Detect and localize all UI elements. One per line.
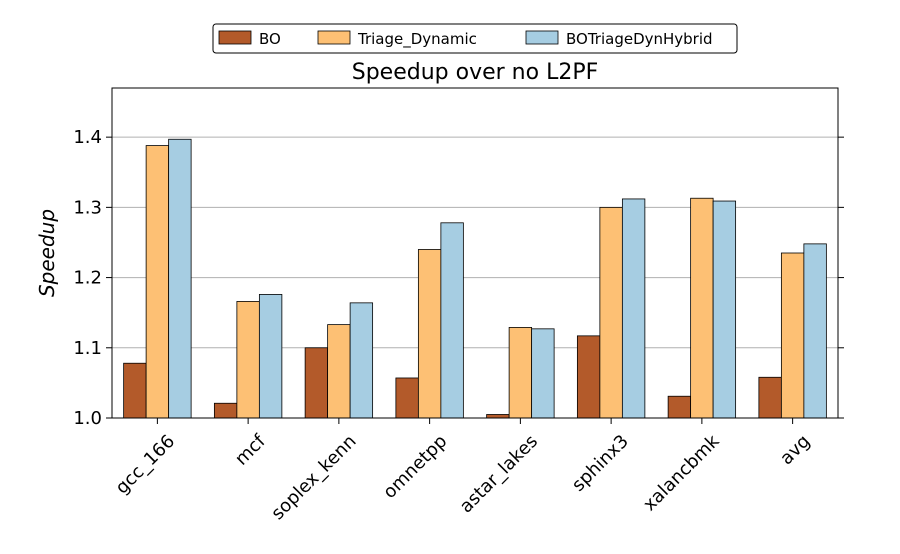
x-tick-label: astar_lakes: [456, 431, 542, 517]
bar-botriagedynhybrid-avg: [803, 243, 827, 419]
x-tick-label: gcc_166: [112, 431, 180, 499]
bar-triage-dynamic-avg: [780, 252, 805, 419]
legend: BO Triage_Dynamic BOTriageDynHybrid: [212, 23, 738, 54]
bar-bo-gcc-166: [123, 362, 147, 419]
y-axis-label: Speedup: [35, 209, 59, 297]
legend-label: Triage_Dynamic: [357, 30, 477, 49]
y-tick-label: 1.1: [73, 338, 102, 359]
y-tick-label: 1.3: [73, 197, 102, 218]
bar-botriagedynhybrid-sphinx3: [621, 198, 646, 419]
x-tick-label: sphinx3: [568, 431, 633, 496]
plot-frame: [111, 87, 839, 419]
x-tick-label: omnetpp: [379, 431, 451, 503]
bar-botriagedynhybrid-omnetpp: [440, 222, 464, 419]
y-tick-label: 1.2: [73, 268, 102, 289]
bar-triage-dynamic-astar-lakes: [508, 327, 533, 419]
bar-botriagedynhybrid-gcc-166: [168, 138, 192, 419]
bar-bo-avg: [758, 376, 782, 419]
bar-bo-xalancbmk: [667, 395, 692, 419]
y-tick-label: 1.0: [73, 408, 102, 429]
x-tick-label: xalancbmk: [639, 430, 724, 515]
legend-swatch: [218, 30, 252, 45]
bar-triage-dynamic-soplex-kenn: [327, 324, 351, 419]
bar-botriagedynhybrid-mcf: [258, 294, 283, 419]
bar-botriagedynhybrid-xalancbmk: [712, 200, 737, 419]
bar-triage-dynamic-xalancbmk: [690, 197, 714, 419]
legend-label: BOTriageDynHybrid: [566, 30, 713, 48]
y-tick-label: 1.4: [73, 127, 102, 148]
x-tick-label: soplex_kenn: [267, 431, 360, 524]
bar-triage-dynamic-omnetpp: [417, 249, 442, 419]
x-tick-label: mcf: [231, 430, 270, 469]
bar-botriagedynhybrid-soplex-kenn: [349, 302, 374, 419]
chart-title: Speedup over no L2PF: [352, 60, 599, 85]
bar-bo-mcf: [213, 402, 238, 419]
bar-triage-dynamic-mcf: [236, 301, 260, 419]
legend-swatch: [525, 30, 559, 45]
bar-botriagedynhybrid-astar-lakes: [531, 328, 555, 419]
legend-label: BO: [259, 30, 281, 48]
x-tick-label: avg: [776, 431, 814, 469]
bars: [123, 138, 827, 419]
bar-bo-astar-lakes: [486, 414, 510, 419]
bar-bo-omnetpp: [395, 377, 419, 419]
legend-swatch: [317, 30, 351, 45]
bar-triage-dynamic-sphinx3: [599, 206, 623, 419]
bar-bo-sphinx3: [576, 335, 601, 419]
bar-triage-dynamic-gcc-166: [145, 145, 170, 419]
bar-bo-soplex-kenn: [304, 347, 329, 419]
